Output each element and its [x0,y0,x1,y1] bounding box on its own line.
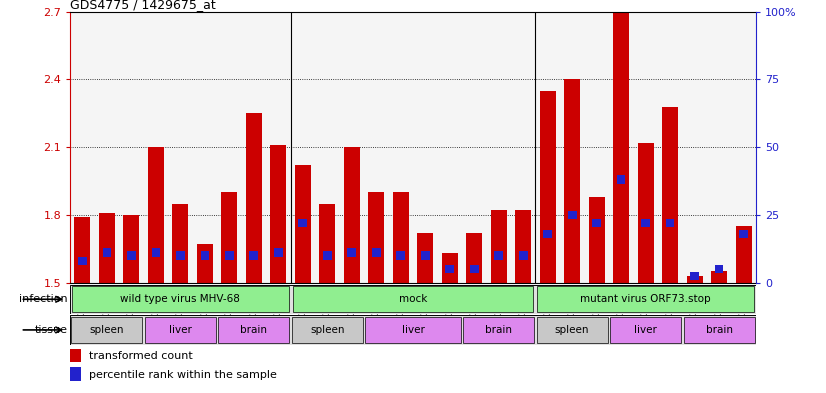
Bar [445,265,454,273]
Text: brain: brain [240,325,268,335]
Bar [567,211,577,219]
Bar [292,286,534,312]
Bar [249,251,259,260]
Bar [295,165,311,283]
Text: tissue: tissue [35,325,68,335]
Bar [151,248,160,257]
Bar [225,251,234,260]
Bar [494,251,503,260]
Bar [221,192,237,283]
Bar [714,265,724,273]
Bar [70,367,81,381]
Bar [617,175,625,184]
Bar [515,210,531,283]
Text: liver: liver [401,325,425,335]
Bar [691,272,699,280]
Bar [348,248,356,257]
Bar [123,215,140,283]
Bar [589,197,605,283]
Bar [99,213,115,283]
Bar [610,317,681,343]
Text: spleen: spleen [555,325,590,335]
Bar [270,145,287,283]
Bar [442,253,458,283]
Bar [365,317,461,343]
Text: mutant virus ORF73.stop: mutant virus ORF73.stop [581,294,711,304]
Bar [344,147,360,283]
Bar [519,251,528,260]
Bar [491,210,506,283]
Bar [173,204,188,283]
Bar [396,251,405,260]
Bar [78,257,87,265]
Bar [292,317,363,343]
Bar [538,286,754,312]
Bar [71,317,142,343]
Text: liver: liver [169,325,192,335]
Bar [176,251,185,260]
Bar [736,226,752,283]
Bar [127,251,135,260]
Bar [70,349,81,362]
Bar [463,317,534,343]
Bar [470,265,478,273]
Bar [739,230,748,238]
Bar [666,219,675,227]
Bar [298,219,307,227]
Text: spleen: spleen [310,325,344,335]
Bar [686,276,703,283]
Bar [711,271,727,283]
Bar [246,113,262,283]
Bar [102,248,112,257]
Bar [592,219,601,227]
Bar [74,217,90,283]
Bar [564,79,580,283]
Bar [421,251,430,260]
Bar [641,219,650,227]
Bar [662,107,678,283]
Text: percentile rank within the sample: percentile rank within the sample [89,369,277,380]
Bar [368,192,384,283]
Bar [201,251,209,260]
Bar [218,317,289,343]
Bar [145,317,216,343]
Text: wild type virus MHV-68: wild type virus MHV-68 [121,294,240,304]
Text: brain: brain [705,325,733,335]
Bar [684,317,755,343]
Text: mock: mock [399,294,427,304]
Bar [320,204,335,283]
Text: GDS4775 / 1429675_at: GDS4775 / 1429675_at [70,0,216,11]
Bar [323,251,332,260]
Bar [372,248,381,257]
Text: infection: infection [19,294,68,304]
Bar [417,233,433,283]
Bar [537,317,608,343]
Bar [72,286,288,312]
Bar [393,192,409,283]
Bar [466,233,482,283]
Bar [613,12,629,283]
Bar [148,147,164,283]
Bar [638,143,653,283]
Bar [197,244,213,283]
Bar [274,248,282,257]
Bar [544,230,552,238]
Text: transformed count: transformed count [89,351,192,361]
Text: spleen: spleen [90,325,124,335]
Text: liver: liver [634,325,657,335]
Bar [539,91,556,283]
Text: brain: brain [485,325,512,335]
